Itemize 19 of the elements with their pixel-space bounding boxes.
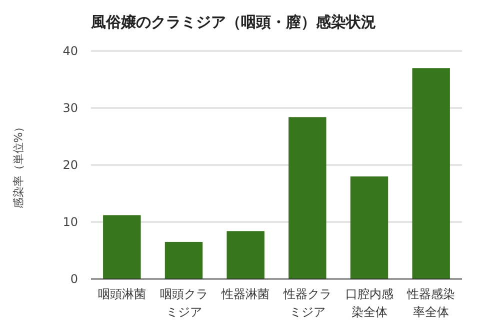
x-tick-label: 性器クラミジア <box>282 287 332 319</box>
x-tick-label: 口腔内感染全体 <box>345 287 394 319</box>
y-tick-label: 10 <box>62 215 78 229</box>
x-tick-label: 性器感染率全体 <box>406 287 456 319</box>
x-tick-label: 咽頭淋菌 <box>98 287 146 301</box>
bar <box>288 117 326 279</box>
bar <box>412 68 450 279</box>
x-tick-label: 咽頭クラミジア <box>160 287 208 319</box>
y-tick-label: 40 <box>62 44 78 58</box>
chart-title: 風俗嬢のクラミジア（咽頭・膣）感染状況 <box>90 13 376 31</box>
y-axis-title: 感染率（単位%） <box>12 121 25 209</box>
y-tick-label: 0 <box>70 272 78 286</box>
bar <box>350 176 388 279</box>
x-tick-label: 性器淋菌 <box>220 287 270 301</box>
bar <box>164 242 203 279</box>
bar <box>103 215 141 279</box>
y-tick-label: 30 <box>62 101 78 115</box>
y-tick-label: 20 <box>62 158 78 172</box>
bar <box>226 231 264 279</box>
